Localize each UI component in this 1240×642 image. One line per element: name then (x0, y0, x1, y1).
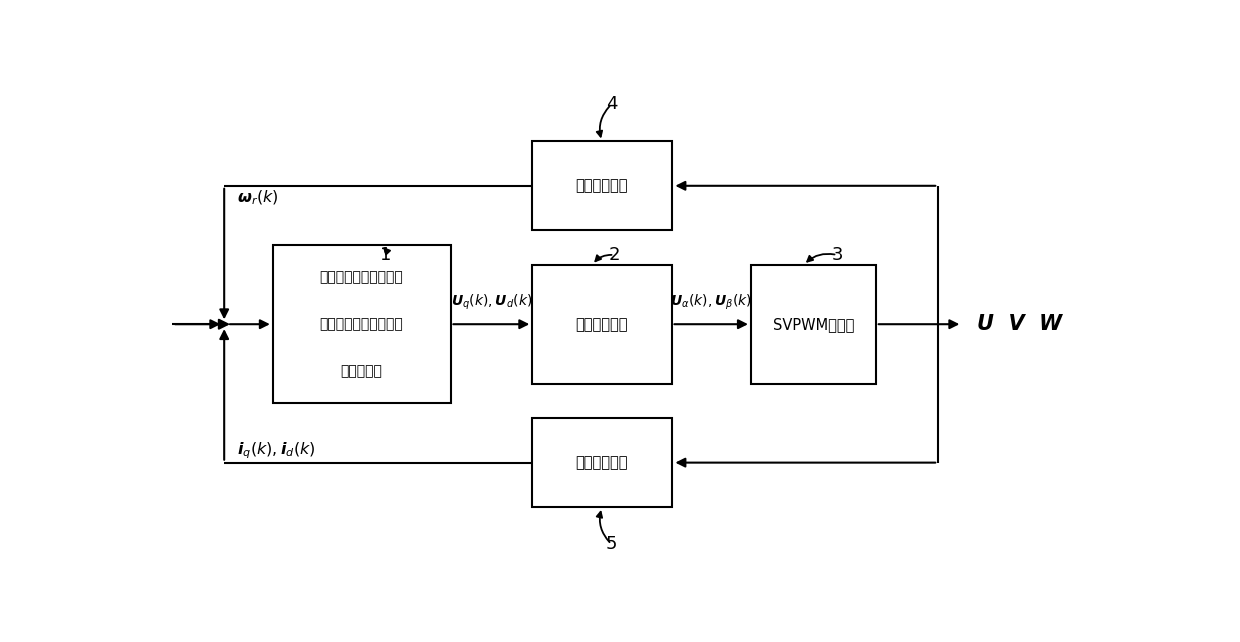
Bar (751, 265, 875, 383)
Text: 5: 5 (605, 535, 618, 553)
Bar (273, 245, 450, 403)
Text: $\boldsymbol{U}_{\alpha}(k),\boldsymbol{U}_{\beta}(k)$: $\boldsymbol{U}_{\alpha}(k),\boldsymbol{… (671, 293, 753, 312)
Bar (532, 141, 672, 230)
Text: 离散控制器: 离散控制器 (341, 365, 383, 379)
Text: 转速检测单元: 转速检测单元 (575, 178, 629, 193)
Text: 3: 3 (832, 246, 843, 264)
Text: 2: 2 (609, 246, 620, 264)
Text: U  V  W: U V W (977, 314, 1061, 334)
Text: $\boldsymbol{\omega}_r(k)$: $\boldsymbol{\omega}_r(k)$ (237, 189, 278, 207)
Text: 坐标变换单元: 坐标变换单元 (575, 317, 629, 332)
Text: 步电动机神经网络反步: 步电动机神经网络反步 (320, 317, 403, 331)
Text: 1: 1 (379, 246, 392, 264)
Text: 4: 4 (605, 95, 618, 113)
Text: SVPWM逆变器: SVPWM逆变器 (773, 317, 854, 332)
Bar (532, 265, 672, 383)
Text: $\boldsymbol{U}_q(k),\boldsymbol{U}_d(k)$: $\boldsymbol{U}_q(k),\boldsymbol{U}_d(k)… (450, 293, 532, 312)
Bar (532, 418, 672, 507)
Text: 基于命令滤波的永磁同: 基于命令滤波的永磁同 (320, 270, 403, 284)
Text: $\boldsymbol{i}_q(k),\boldsymbol{i}_d(k)$: $\boldsymbol{i}_q(k),\boldsymbol{i}_d(k)… (237, 440, 315, 460)
Text: 电流检测单元: 电流检测单元 (575, 455, 629, 470)
